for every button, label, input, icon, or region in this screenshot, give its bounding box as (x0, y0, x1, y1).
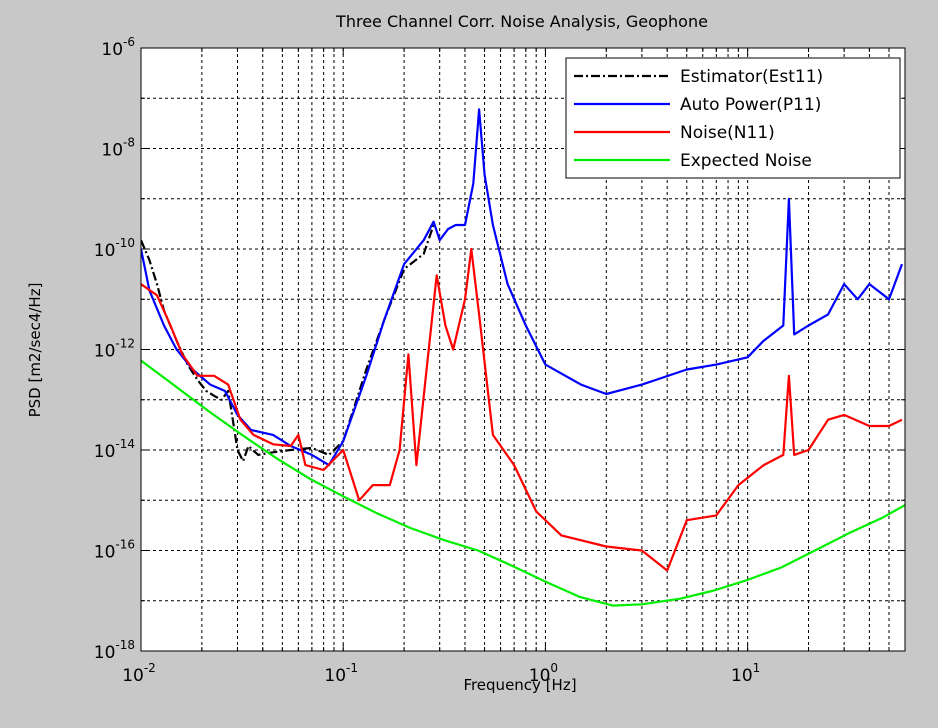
series-line (141, 247, 903, 572)
tick-labels: 10-2 10-1 100 101 10-18 10-16 10-14 10-12 10-10 1… (94, 35, 761, 686)
x-tick-label: 10-2 (122, 661, 156, 686)
y-tick-label: 10-12 (94, 337, 135, 362)
series-line (141, 224, 435, 463)
legend-box (565, 57, 901, 179)
legend-label: Auto Power(P11) (680, 95, 821, 115)
y-tick-label: 10-6 (101, 35, 135, 60)
x-tick-label: 10-1 (324, 661, 358, 686)
legend-label: Estimator(Est11) (680, 67, 823, 87)
y-tick-label: 10-10 (94, 236, 135, 261)
plot-frame (140, 47, 906, 652)
y-axis-label: PSD [m2/sec4/Hz] (26, 283, 44, 418)
axis-ticks (141, 48, 905, 651)
legend-label: Noise(N11) (680, 123, 775, 143)
y-tick-label: 10-16 (94, 538, 135, 563)
legend-label: Expected Noise (680, 151, 812, 171)
series-line (141, 108, 904, 467)
x-tick-label: 100 (529, 661, 558, 686)
y-tick-label: 10-8 (101, 136, 135, 161)
y-tick-label: 10-18 (94, 638, 135, 663)
x-axis-label: Frequency [Hz] (463, 676, 576, 694)
series-lines (141, 108, 905, 607)
y-tick-label: 10-14 (94, 437, 135, 462)
x-tick-label: 101 (731, 661, 760, 686)
legend: Estimator(Est11) Auto Power(P11) Noise(N11… (565, 57, 901, 179)
series-line (141, 359, 905, 607)
chart-title: Three Channel Corr. Noise Analysis, Geop… (335, 12, 708, 31)
